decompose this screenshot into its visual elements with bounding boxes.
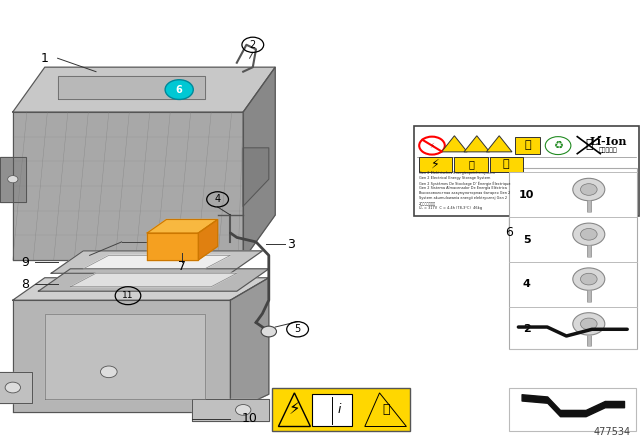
Polygon shape <box>243 148 269 206</box>
Text: 5: 5 <box>523 235 531 245</box>
Circle shape <box>5 382 20 393</box>
FancyBboxPatch shape <box>419 157 452 172</box>
Text: 4: 4 <box>523 280 531 289</box>
Text: ⚡: ⚡ <box>431 158 440 171</box>
Text: ✋: ✋ <box>382 403 390 416</box>
Circle shape <box>580 184 597 195</box>
Text: i: i <box>337 403 341 416</box>
FancyBboxPatch shape <box>454 157 488 172</box>
Polygon shape <box>0 157 26 202</box>
Text: 2: 2 <box>250 40 256 50</box>
Circle shape <box>165 80 193 99</box>
Polygon shape <box>38 269 269 291</box>
Text: 5: 5 <box>294 324 301 334</box>
FancyBboxPatch shape <box>515 137 540 154</box>
Text: 📖: 📖 <box>468 159 474 169</box>
Text: U₀ = 317V  C = 4.4h (78,3°C)  46kg: U₀ = 317V C = 4.4h (78,3°C) 46kg <box>419 206 482 210</box>
Text: 7: 7 <box>179 260 186 273</box>
FancyBboxPatch shape <box>490 157 523 172</box>
Polygon shape <box>13 112 243 260</box>
Text: ⚡: ⚡ <box>429 142 435 149</box>
Text: Gen 2 Elektrisches Energiespeichersystem: Gen 2 Elektrisches Energiespeichersystem <box>419 172 495 175</box>
Polygon shape <box>13 300 230 412</box>
Polygon shape <box>147 233 198 260</box>
Circle shape <box>573 313 605 335</box>
Circle shape <box>580 318 597 330</box>
Text: 锂离子电池: 锂离子电池 <box>598 147 618 153</box>
Polygon shape <box>464 136 490 152</box>
Circle shape <box>580 228 597 240</box>
Polygon shape <box>51 251 262 273</box>
Text: Gen 2 Systèmes De Stockage D' Énergie Électrique: Gen 2 Systèmes De Stockage D' Énergie Él… <box>419 181 511 185</box>
Polygon shape <box>45 314 205 399</box>
Text: ⚡: ⚡ <box>289 401 300 418</box>
Circle shape <box>419 137 445 155</box>
Polygon shape <box>13 278 269 300</box>
Polygon shape <box>442 136 467 152</box>
Polygon shape <box>13 67 275 112</box>
Circle shape <box>236 405 251 415</box>
Polygon shape <box>278 393 310 426</box>
Polygon shape <box>243 67 275 260</box>
Text: 4: 4 <box>214 194 221 204</box>
Text: 2代电量存储系统: 2代电量存储系统 <box>419 201 436 205</box>
Circle shape <box>580 273 597 285</box>
Text: 1: 1 <box>41 52 49 65</box>
Text: ✋: ✋ <box>524 140 531 150</box>
Text: 10: 10 <box>242 412 257 426</box>
FancyBboxPatch shape <box>414 126 639 216</box>
Polygon shape <box>0 372 32 403</box>
Circle shape <box>573 223 605 246</box>
Text: 10: 10 <box>519 190 534 200</box>
Circle shape <box>8 176 18 183</box>
Text: 9: 9 <box>22 255 29 269</box>
Polygon shape <box>147 220 218 233</box>
Circle shape <box>573 268 605 290</box>
Polygon shape <box>365 393 406 426</box>
Text: 6: 6 <box>505 226 513 240</box>
FancyBboxPatch shape <box>272 388 410 431</box>
Circle shape <box>261 326 276 337</box>
Text: Gen 2 Sistema Almacenador De Energía Eléctrica: Gen 2 Sistema Almacenador De Energía Elé… <box>419 186 507 190</box>
Polygon shape <box>58 76 205 99</box>
FancyBboxPatch shape <box>509 168 637 349</box>
FancyBboxPatch shape <box>509 388 636 431</box>
Text: 8: 8 <box>22 278 29 291</box>
Polygon shape <box>192 399 269 421</box>
Polygon shape <box>230 278 269 412</box>
Text: Высоковольтная аккумуляторная батарея Gen 2: Высоковольтная аккумуляторная батарея Ge… <box>419 191 511 195</box>
Text: Li-Ion: Li-Ion <box>589 136 627 146</box>
Polygon shape <box>70 273 237 287</box>
Text: 477534: 477534 <box>593 427 630 437</box>
FancyBboxPatch shape <box>312 394 352 426</box>
Text: System akumulowania energii elektrycznej Gen 2: System akumulowania energii elektrycznej… <box>419 196 508 200</box>
Text: 6: 6 <box>176 85 182 95</box>
Polygon shape <box>83 255 230 269</box>
Text: 3: 3 <box>287 237 295 251</box>
Text: ♻: ♻ <box>553 141 563 151</box>
Circle shape <box>545 137 571 155</box>
Text: ✋: ✋ <box>503 159 509 169</box>
Text: 11: 11 <box>122 291 134 300</box>
Polygon shape <box>198 220 218 260</box>
Circle shape <box>100 366 117 378</box>
Text: 2: 2 <box>523 324 531 334</box>
Polygon shape <box>486 136 512 152</box>
Text: Gen 2 Electrical Energy Storage System: Gen 2 Electrical Energy Storage System <box>419 177 491 180</box>
Text: 🗑: 🗑 <box>585 138 593 151</box>
Circle shape <box>573 178 605 201</box>
